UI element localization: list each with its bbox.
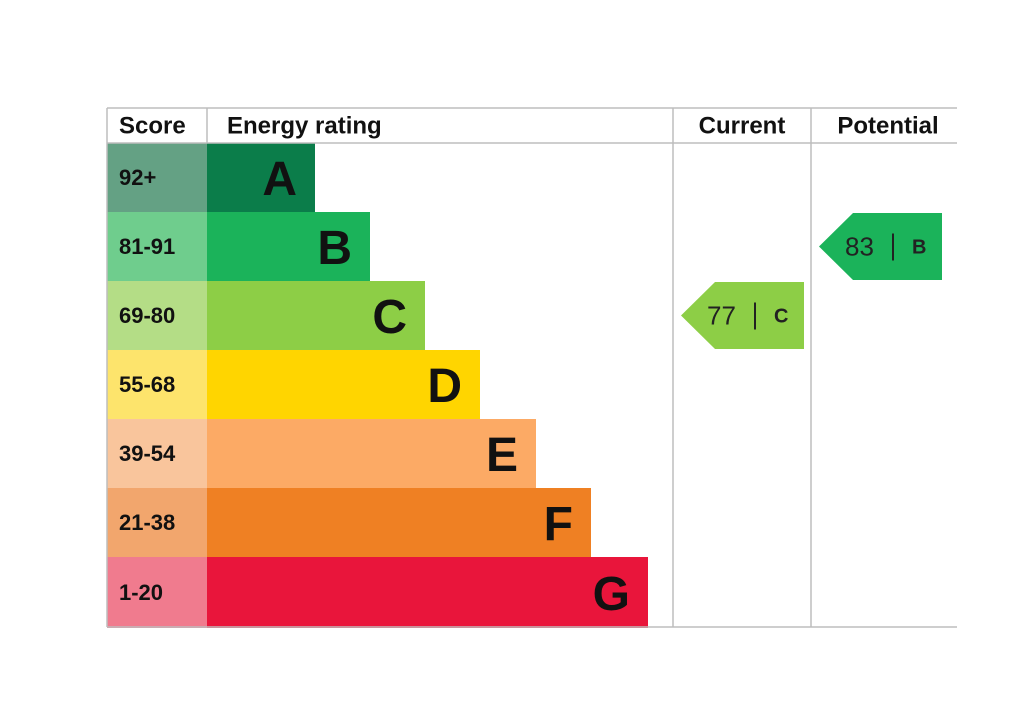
table-lines xyxy=(106,107,957,628)
rating-letter: E xyxy=(486,429,518,482)
rating-bar xyxy=(207,212,370,281)
rating-letter: B xyxy=(317,222,352,275)
score-cell xyxy=(107,557,207,628)
score-cell xyxy=(107,350,207,419)
score-label: 1-20 xyxy=(119,580,163,605)
rating-bar xyxy=(207,488,591,557)
arrows: 77 C 83 B xyxy=(681,213,942,349)
score-label: 81-91 xyxy=(119,234,175,259)
score-label: 69-80 xyxy=(119,303,175,328)
header-current: Current xyxy=(699,113,786,140)
potential-value: 83 xyxy=(845,232,874,262)
current-letter: C xyxy=(774,306,788,328)
rating-bar xyxy=(207,350,480,419)
score-label: 55-68 xyxy=(119,372,175,397)
header-score: Score xyxy=(119,113,186,140)
rating-letter: G xyxy=(593,568,630,621)
current-arrow xyxy=(681,282,804,349)
rating-letter: C xyxy=(372,291,407,344)
header-energy-rating: Energy rating xyxy=(227,113,382,140)
potential-letter: B xyxy=(912,237,926,259)
score-label: 21-38 xyxy=(119,510,175,535)
rating-bar xyxy=(207,143,315,212)
score-cell xyxy=(107,488,207,557)
rating-bar xyxy=(207,281,425,350)
score-cell xyxy=(107,143,207,212)
rating-bar xyxy=(207,557,648,628)
score-cell xyxy=(107,212,207,281)
header-potential: Potential xyxy=(837,113,938,140)
score-label: 92+ xyxy=(119,165,156,190)
rating-bar xyxy=(207,419,536,488)
bands: 92+ A 81-91 B 69-80 C 55-68 D 39-54 E 21-38 F 1-20 G xyxy=(107,143,648,628)
rating-letter: F xyxy=(544,498,573,551)
rating-letter: A xyxy=(262,153,297,206)
current-value: 77 xyxy=(707,301,736,331)
score-cell xyxy=(107,281,207,350)
score-label: 39-54 xyxy=(119,441,176,466)
rating-letter: D xyxy=(427,360,462,413)
score-cell xyxy=(107,419,207,488)
potential-arrow xyxy=(819,213,942,280)
